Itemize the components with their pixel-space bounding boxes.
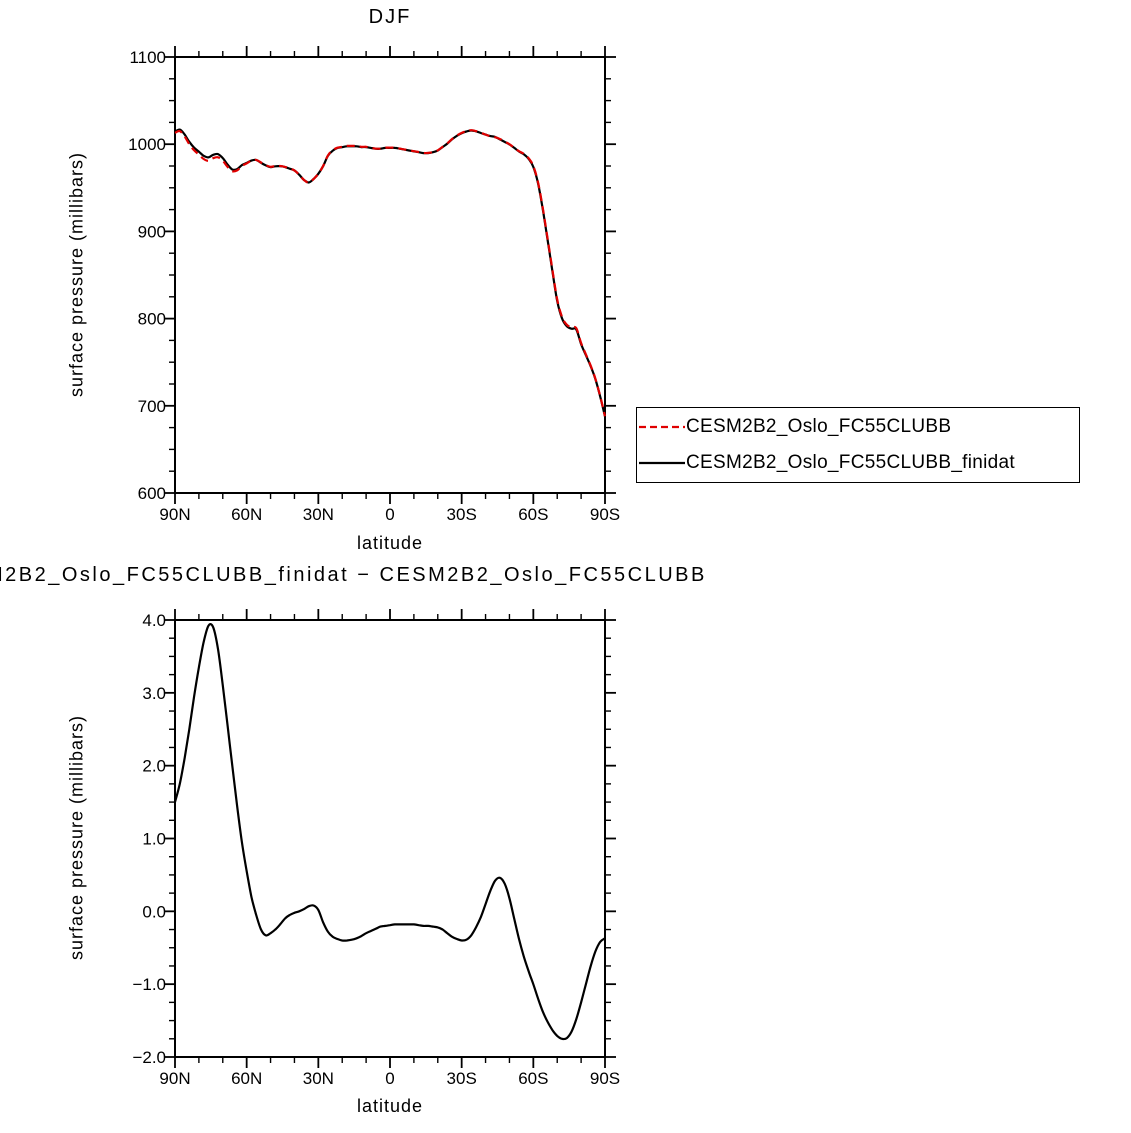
legend-entry-finidat: CESM2B2_Oslo_FC55CLUBB_finidat	[639, 445, 1079, 481]
y-tick-label: 3.0	[142, 684, 166, 703]
series-curve-CESM2B2_Oslo_FC55CLUBB	[174, 129, 607, 417]
y-tick-label: 1.0	[142, 830, 166, 849]
y-tick-label: 700	[138, 397, 166, 416]
axis-box	[174, 619, 606, 1058]
red-dashed-line-sample	[639, 425, 685, 429]
y-tick-label: 4.0	[142, 611, 166, 630]
chart2-x-axis-label: latitude	[356, 1096, 424, 1116]
black-solid-line-sample	[639, 461, 685, 465]
chart1-y-axis-label: surface pressure (millibars)	[66, 151, 87, 398]
legend: CESM2B2_Oslo_FC55CLUBB CESM2B2_Oslo_FC55…	[636, 407, 1080, 483]
x-tick-label: 30N	[303, 1069, 334, 1088]
chart1-x-axis-label: latitude	[356, 533, 424, 553]
x-tick-label: 30S	[447, 1069, 477, 1088]
x-tick-label: 30N	[303, 505, 334, 524]
x-tick-label: 0	[385, 505, 394, 524]
legend-label-control: CESM2B2_Oslo_FC55CLUBB	[686, 416, 952, 437]
x-tick-label: 0	[385, 1069, 394, 1088]
y-tick-label: 1000	[128, 135, 166, 154]
legend-label-finidat: CESM2B2_Oslo_FC55CLUBB_finidat	[686, 452, 1015, 473]
axis-box	[174, 56, 606, 494]
x-tick-label: 30S	[447, 505, 477, 524]
x-tick-label: 90N	[159, 505, 190, 524]
x-tick-label: 60N	[231, 1069, 262, 1088]
chart1-title: DJF	[368, 6, 412, 28]
y-tick-label: 600	[138, 484, 166, 503]
series-curve-CESM2B2_Oslo_FC55CLUBB_finidat	[174, 128, 607, 417]
x-tick-label: 60S	[518, 1069, 548, 1088]
y-tick-label: −2.0	[132, 1048, 166, 1067]
y-tick-label: 2.0	[142, 757, 166, 776]
chart2-y-axis-label: surface pressure (millibars)	[66, 714, 87, 961]
y-tick-label: 900	[138, 222, 166, 241]
series-curve-difference	[173, 623, 606, 1041]
legend-entry-control: CESM2B2_Oslo_FC55CLUBB	[639, 409, 1079, 445]
chart2-title: M2B2_Oslo_FC55CLUBB_finidat − CESM2B2_Os…	[0, 564, 707, 586]
y-tick-label: 800	[138, 310, 166, 329]
y-tick-label: −1.0	[132, 975, 166, 994]
x-tick-label: 90S	[590, 1069, 620, 1088]
y-tick-label: 0.0	[142, 902, 166, 921]
x-tick-label: 90N	[159, 1069, 190, 1088]
y-tick-label: 1100	[129, 48, 166, 67]
x-tick-label: 60N	[231, 505, 262, 524]
x-tick-label: 60S	[518, 505, 548, 524]
x-tick-label: 90S	[590, 505, 620, 524]
